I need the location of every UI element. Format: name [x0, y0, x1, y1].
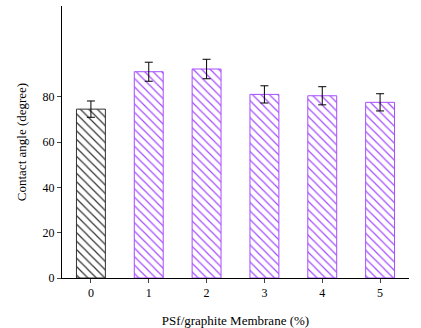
svg-text:1: 1 [146, 286, 152, 300]
svg-text:3: 3 [261, 286, 267, 300]
svg-text:40: 40 [43, 181, 55, 195]
svg-text:60: 60 [43, 135, 55, 149]
svg-text:Contact angle (degree): Contact angle (degree) [14, 83, 29, 201]
svg-text:PSf/graphite Membrane (%): PSf/graphite Membrane (%) [162, 313, 309, 328]
svg-text:5: 5 [377, 286, 383, 300]
svg-text:2: 2 [204, 286, 210, 300]
svg-text:4: 4 [319, 286, 325, 300]
svg-text:80: 80 [43, 90, 55, 104]
svg-text:20: 20 [43, 226, 55, 240]
svg-text:0: 0 [88, 286, 94, 300]
svg-text:0: 0 [49, 271, 55, 285]
